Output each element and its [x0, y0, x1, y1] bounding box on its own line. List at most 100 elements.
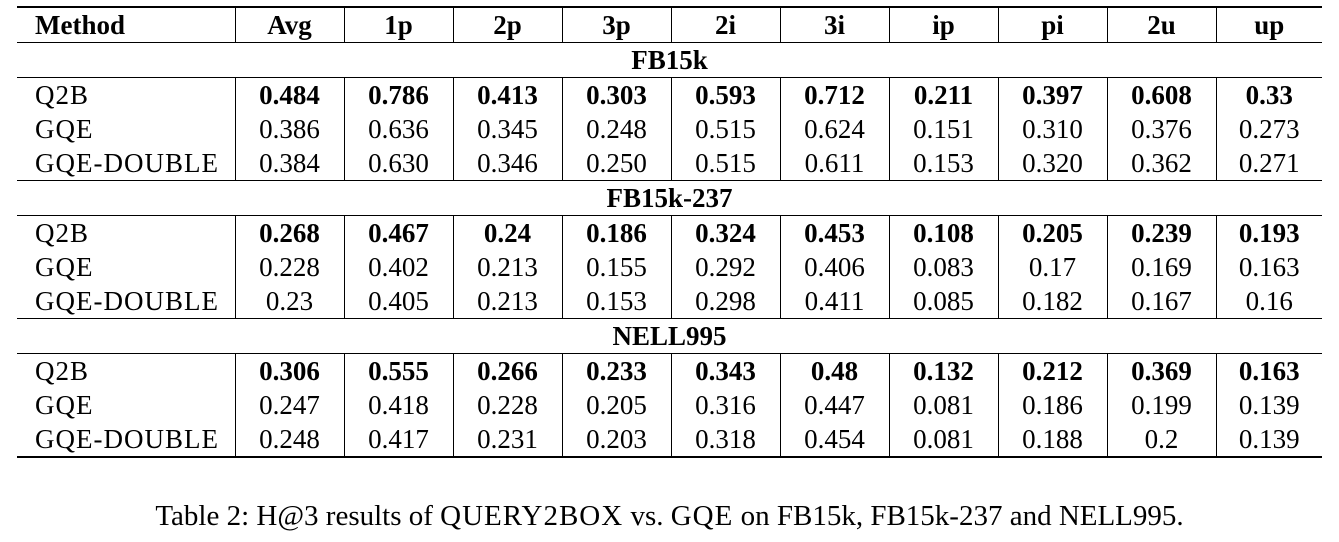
table-row: Q2B 0.484 0.786 0.413 0.303 0.593 0.712 0.211 0.…	[17, 77, 1322, 112]
method-cell: GQE-DOUBLE	[17, 284, 236, 319]
value-cell: 0.186	[562, 215, 672, 250]
method-cell: Q2B	[17, 215, 236, 250]
value-cell: 0.515	[671, 112, 781, 146]
value-cell: 0.268	[235, 215, 345, 250]
value-cell: 0.320	[998, 146, 1108, 181]
value-cell: 0.16	[1216, 284, 1322, 319]
value-cell: 0.250	[562, 146, 672, 181]
value-cell: 0.345	[453, 112, 563, 146]
method-cell: GQE-DOUBLE	[17, 146, 236, 181]
value-cell: 0.151	[889, 112, 999, 146]
value-cell: 0.343	[671, 353, 781, 388]
value-cell: 0.310	[998, 112, 1108, 146]
value-cell: 0.213	[453, 284, 563, 319]
value-cell: 0.233	[562, 353, 672, 388]
value-cell: 0.081	[889, 422, 999, 458]
method-cell: Q2B	[17, 77, 236, 112]
value-cell: 0.205	[562, 388, 672, 422]
value-cell: 0.593	[671, 77, 781, 112]
column-header: 2i	[671, 6, 781, 43]
value-cell: 0.203	[562, 422, 672, 458]
value-cell: 0.346	[453, 146, 563, 181]
section-header-row: NELL995	[17, 318, 1322, 354]
column-header: pi	[998, 6, 1108, 43]
value-cell: 0.386	[235, 112, 345, 146]
value-cell: 0.611	[780, 146, 890, 181]
value-cell: 0.411	[780, 284, 890, 319]
value-cell: 0.132	[889, 353, 999, 388]
column-header-method: Method	[17, 6, 236, 43]
method-cell: GQE	[17, 112, 236, 146]
value-cell: 0.362	[1107, 146, 1217, 181]
value-cell: 0.306	[235, 353, 345, 388]
value-cell: 0.108	[889, 215, 999, 250]
value-cell: 0.139	[1238, 390, 1300, 420]
value-cell: 0.624	[780, 112, 890, 146]
method-cell: GQE	[17, 388, 236, 422]
section-title: FB15k-237	[17, 180, 1322, 216]
value-cell: 0.384	[235, 146, 345, 181]
value-cell: 0.139	[1216, 422, 1322, 458]
value-cell: 0.712	[780, 77, 890, 112]
value-cell: 0.228	[235, 250, 345, 284]
value-cell: 0.081	[889, 388, 999, 422]
value-cell: 0.786	[344, 77, 454, 112]
table-row: GQE-DOUBLE 0.384 0.630 0.346 0.250 0.515 0.611…	[17, 146, 1322, 181]
section-header-row: FB15k-237	[17, 180, 1322, 216]
column-header: 1p	[344, 6, 454, 43]
method-cell: Q2B	[17, 353, 236, 388]
value-cell: 0.406	[780, 250, 890, 284]
section-title: FB15k	[17, 42, 1322, 78]
value-cell: 0.515	[671, 146, 781, 181]
value-cell: 0.155	[562, 250, 672, 284]
value-cell: 0.447	[780, 388, 890, 422]
table-header-row: Method Avg 1p 2p 3p 2i 3i ip pi 2u up	[17, 6, 1322, 43]
column-header: ip	[889, 6, 999, 43]
value-cell: 0.163	[1238, 356, 1300, 386]
value-cell: 0.085	[889, 284, 999, 319]
column-header: 3p	[562, 6, 672, 43]
value-cell: 0.467	[344, 215, 454, 250]
table-row: GQE-DOUBLE 0.23 0.405 0.213 0.153 0.298 0.411 0…	[17, 284, 1322, 319]
value-cell: 0.083	[889, 250, 999, 284]
value-cell: 0.199	[1107, 388, 1217, 422]
value-cell: 0.205	[998, 215, 1108, 250]
column-header: 3i	[780, 6, 890, 43]
value-cell: 0.248	[562, 112, 672, 146]
value-cell: 0.211	[889, 77, 999, 112]
value-cell: 0.318	[671, 422, 781, 458]
method-cell: GQE	[17, 250, 236, 284]
value-cell: 0.153	[889, 146, 999, 181]
value-cell: 0.163	[1238, 252, 1300, 282]
value-cell: 0.23	[235, 284, 345, 319]
value-cell: 0.266	[453, 353, 563, 388]
value-cell: 0.24	[453, 215, 563, 250]
section-title: NELL995	[17, 318, 1322, 354]
value-cell: 0.484	[235, 77, 345, 112]
column-header: Avg	[235, 6, 345, 43]
table-caption: Table 2: H@3 results of QUERY2BOX vs. GQ…	[0, 500, 1339, 533]
table-row: GQE 0.386 0.636 0.345 0.248 0.515 0.624 0.151 0.…	[17, 112, 1322, 146]
table-row: Q2B 0.268 0.467 0.24 0.186 0.324 0.453 0.108 0.2…	[17, 215, 1322, 250]
method-cell: GQE-DOUBLE	[17, 422, 236, 458]
value-cell: 0.228	[453, 388, 563, 422]
value-cell: 0.33	[1245, 80, 1293, 110]
value-cell: 0.193	[1238, 218, 1300, 248]
value-cell: 0.608	[1107, 77, 1217, 112]
value-cell: 0.630	[344, 146, 454, 181]
value-cell: 0.186	[998, 388, 1108, 422]
caption-model-b: GQE	[670, 500, 734, 532]
value-cell: 0.2	[1107, 422, 1217, 458]
value-cell: 0.453	[780, 215, 890, 250]
value-cell: 0.292	[671, 250, 781, 284]
value-cell: 0.248	[235, 422, 345, 458]
value-cell: 0.376	[1107, 112, 1217, 146]
table-row: GQE 0.247 0.418 0.228 0.205 0.316 0.447 0.081 0.…	[17, 388, 1322, 422]
value-cell: 0.167	[1107, 284, 1217, 319]
value-cell: 0.188	[998, 422, 1108, 458]
value-cell: 0.454	[780, 422, 890, 458]
value-cell: 0.239	[1107, 215, 1217, 250]
value-cell: 0.271	[1216, 146, 1322, 181]
value-cell: 0.17	[998, 250, 1108, 284]
value-cell: 0.418	[344, 388, 454, 422]
